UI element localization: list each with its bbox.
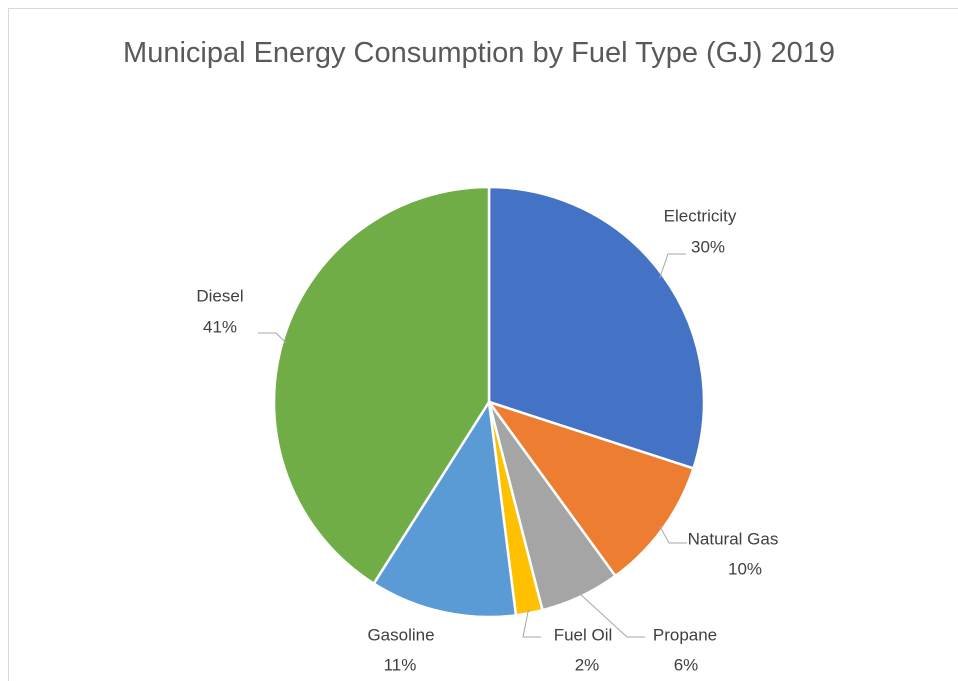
data-label-name: Gasoline [367, 625, 434, 644]
leader-line [659, 525, 687, 544]
data-label-name: Fuel Oil [554, 625, 613, 644]
data-label-name: Electricity [664, 206, 737, 225]
data-label-name: Natural Gas [688, 529, 779, 548]
leader-line [659, 253, 686, 279]
data-label-value: 2% [575, 655, 600, 674]
data-label-value: 6% [674, 655, 699, 674]
leader-line [522, 609, 541, 638]
data-label-value: 41% [203, 317, 237, 336]
pie-slice [272, 185, 491, 586]
leader-line [258, 332, 287, 344]
data-label-value: 10% [728, 559, 762, 578]
data-label-name: Propane [653, 625, 717, 644]
leader-line [578, 592, 645, 638]
pie-slice [372, 398, 518, 619]
pie-slice [487, 185, 706, 471]
chart-frame [8, 8, 958, 681]
pie-slice [485, 399, 696, 578]
data-label-value: 30% [691, 237, 725, 256]
data-label-value: 11% [384, 655, 417, 674]
chart-title: Municipal Energy Consumption by Fuel Typ… [123, 37, 835, 69]
data-label-name: Diesel [196, 286, 243, 305]
